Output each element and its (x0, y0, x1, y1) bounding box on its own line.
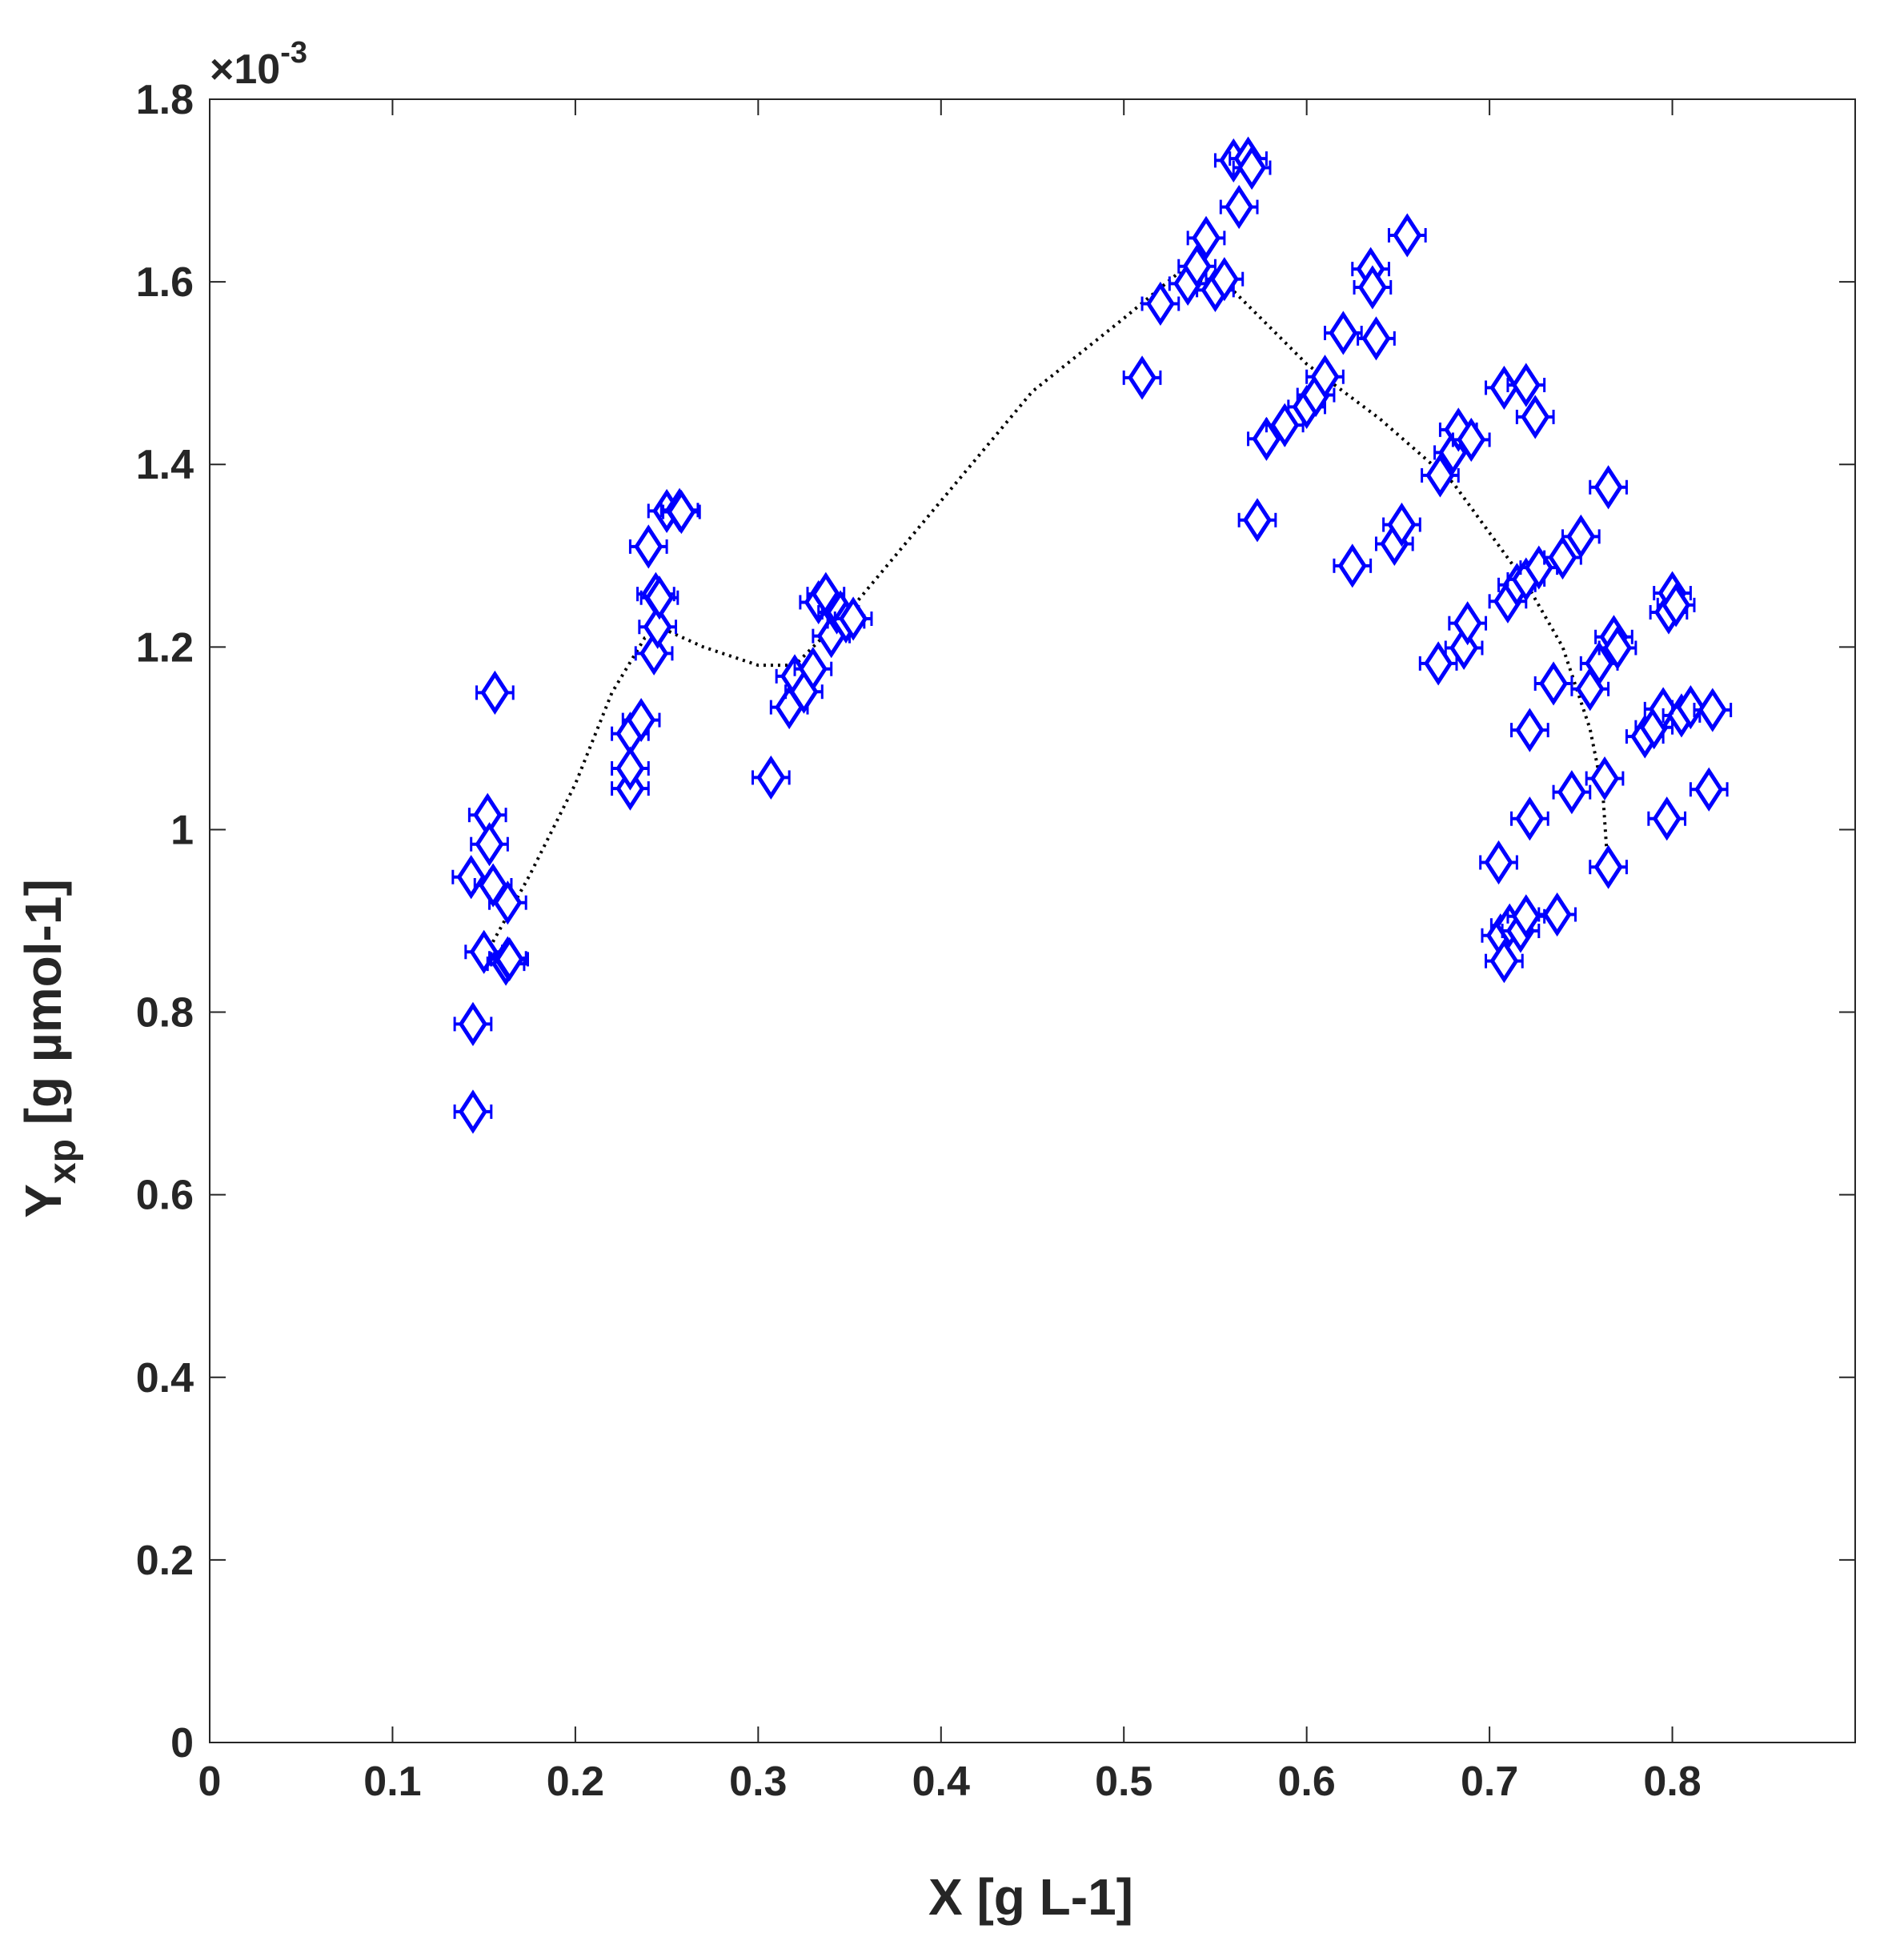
data-point (1140, 281, 1180, 327)
y-tick-label: 0.2 (136, 1538, 194, 1584)
data-point (1219, 185, 1259, 230)
data-point (1387, 213, 1427, 258)
data-point (1689, 767, 1729, 812)
data-point (1122, 355, 1162, 400)
data-point (1533, 661, 1573, 706)
y-tick-label: 1.2 (136, 624, 194, 671)
data-point (639, 575, 679, 620)
y-tick-label: 0.8 (136, 990, 194, 1037)
data-point (1589, 465, 1628, 510)
y-exponent-label: ×10-3 (210, 36, 307, 93)
data-point (833, 596, 873, 641)
y-tick-label: 1.4 (136, 442, 194, 488)
data-point (1552, 770, 1592, 815)
data-point (621, 698, 661, 743)
axes-box (209, 98, 1856, 1743)
data-point (1418, 641, 1458, 686)
x-tick-label: 0.1 (363, 1759, 421, 1805)
data-point (1448, 601, 1488, 646)
y-tick-label: 1.6 (136, 259, 194, 306)
data-point (1357, 316, 1396, 361)
data-point (1597, 625, 1637, 671)
data-point (1232, 145, 1272, 190)
data-point (1382, 502, 1421, 547)
data-point (1305, 355, 1345, 399)
data-point (453, 1089, 493, 1134)
data-point (1485, 939, 1524, 984)
data-point (1205, 257, 1245, 302)
y-tick-label: 0.6 (136, 1173, 194, 1219)
data-point (1186, 215, 1226, 260)
data-point (1485, 365, 1524, 410)
data-point (475, 670, 515, 715)
x-tick-label: 0 (198, 1759, 222, 1805)
data-point (1510, 796, 1549, 841)
data-point (1647, 796, 1687, 841)
data-point (1506, 363, 1546, 407)
data-point (1656, 583, 1696, 628)
data-point (1515, 395, 1555, 439)
data-point (1177, 244, 1217, 289)
data-point (611, 746, 650, 791)
data-point (488, 880, 527, 925)
data-point (1265, 403, 1305, 447)
x-tick-label: 0.4 (912, 1759, 970, 1805)
data-point (1353, 265, 1393, 310)
y-axis-label: Yxp [g µmol-1] (14, 879, 84, 1218)
x-axis-label: X [g L-1] (928, 1868, 1133, 1926)
y-tick-label: 0 (170, 1720, 194, 1767)
x-tick-label: 0.2 (547, 1759, 604, 1805)
data-point (638, 604, 678, 649)
x-tick-label: 0.5 (1095, 1759, 1152, 1805)
data-point (1543, 535, 1582, 580)
data-point (662, 489, 701, 535)
data-point (1585, 756, 1625, 801)
data-point (1510, 708, 1549, 752)
y-tick-label: 1 (170, 807, 194, 853)
data-point (1333, 543, 1373, 588)
fit-line (487, 271, 1610, 949)
data-point (1561, 514, 1601, 559)
data-point (1237, 498, 1277, 543)
data-point (793, 647, 833, 692)
x-tick-label: 0.7 (1461, 1759, 1518, 1805)
y-tick-label: 0.4 (136, 1355, 194, 1402)
data-point (1479, 840, 1518, 885)
data-point (1451, 417, 1491, 463)
data-point (453, 1001, 493, 1046)
x-tick-label: 0.3 (729, 1759, 787, 1805)
data-point (1693, 688, 1733, 732)
data-point (751, 755, 791, 800)
plot-area (451, 136, 1733, 1134)
x-tick-label: 0.6 (1278, 1759, 1336, 1805)
data-point (1579, 641, 1619, 686)
x-tick-label: 0.8 (1643, 1759, 1701, 1805)
data-point (470, 822, 509, 867)
y-tick-label: 1.8 (136, 77, 194, 123)
axes: 0 0.1 0.2 0.3 0.4 0.5 0.6 0.7 0.8 0 0.2 0.4 0.6 0.8 1 1… (136, 77, 1856, 1805)
data-point (628, 524, 668, 569)
data-point (1589, 844, 1628, 889)
data-point (1421, 453, 1460, 498)
data-point (490, 936, 529, 981)
data-point (1537, 892, 1577, 937)
